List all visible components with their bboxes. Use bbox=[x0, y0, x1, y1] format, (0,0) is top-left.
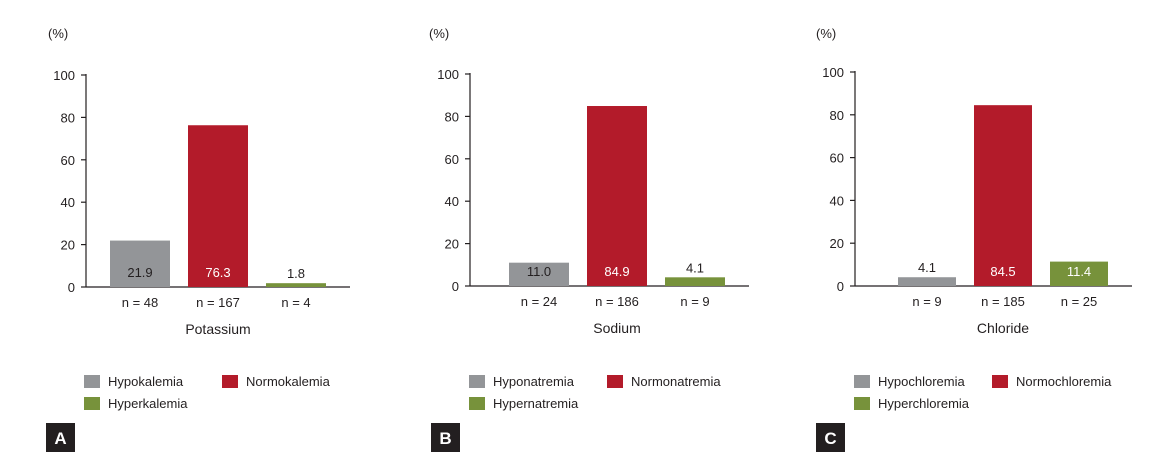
legend-swatch-3 bbox=[469, 397, 485, 410]
y-unit-label: (%) bbox=[48, 26, 68, 41]
chart-a-svg: (%) 0 20 40 60 80 100 21.9 n = 48 76.3 n = 167 1.8 n… bbox=[46, 26, 350, 452]
legend-label-2: Normokalemia bbox=[246, 374, 331, 389]
y-tick-label: 40 bbox=[830, 193, 844, 208]
y-tick-label: 100 bbox=[53, 68, 75, 83]
y-tick-label: 40 bbox=[61, 195, 75, 210]
bar-2 bbox=[188, 125, 248, 287]
category-label-3: n = 9 bbox=[680, 294, 709, 309]
panel-letter: B bbox=[439, 429, 451, 448]
legend-label-2: Normochloremia bbox=[1016, 374, 1112, 389]
legend-label-3: Hyperchloremia bbox=[878, 396, 970, 411]
category-label-3: n = 4 bbox=[281, 295, 310, 310]
legend-label-2: Normonatremia bbox=[631, 374, 721, 389]
category-label-2: n = 185 bbox=[981, 294, 1025, 309]
chart-panel-b: (%) 0 20 40 60 80 100 11.0 n = 24 84.9 n = 186 4.1 n… bbox=[385, 0, 770, 469]
legend-label-1: Hypochloremia bbox=[878, 374, 965, 389]
panel-letter-badge bbox=[46, 423, 75, 452]
chart-b-svg: (%) 0 20 40 60 80 100 11.0 n = 24 84.9 n = 186 4.1 n… bbox=[429, 26, 749, 452]
legend-label-1: Hypokalemia bbox=[108, 374, 184, 389]
panel-letter: C bbox=[824, 429, 836, 448]
legend-swatch-1 bbox=[469, 375, 485, 388]
data-label-2: 84.9 bbox=[604, 264, 629, 279]
bar-2 bbox=[974, 105, 1032, 286]
legend-swatch-2 bbox=[607, 375, 623, 388]
y-tick-label: 60 bbox=[445, 152, 459, 167]
bar-3 bbox=[665, 277, 725, 286]
bar-2 bbox=[587, 106, 647, 287]
y-tick-label: 60 bbox=[61, 153, 75, 168]
data-label-2: 76.3 bbox=[205, 265, 230, 280]
category-label-1: n = 48 bbox=[122, 295, 159, 310]
legend-label-1: Hyponatremia bbox=[493, 374, 575, 389]
legend-swatch-3 bbox=[84, 397, 100, 410]
x-axis-title: Sodium bbox=[593, 320, 640, 336]
bar-1 bbox=[110, 240, 170, 287]
y-unit-label: (%) bbox=[429, 26, 449, 41]
data-label-1: 4.1 bbox=[918, 260, 936, 275]
data-label-3: 1.8 bbox=[287, 266, 305, 281]
y-tick-label: 0 bbox=[452, 279, 459, 294]
legend-swatch-1 bbox=[854, 375, 870, 388]
category-label-3: n = 25 bbox=[1061, 294, 1098, 309]
legend-label-3: Hypernatremia bbox=[493, 396, 579, 411]
y-tick-label: 0 bbox=[68, 280, 75, 295]
y-tick-label: 80 bbox=[445, 109, 459, 124]
y-tick-label: 20 bbox=[445, 237, 459, 252]
category-label-1: n = 9 bbox=[912, 294, 941, 309]
y-tick-label: 20 bbox=[61, 238, 75, 253]
bar-1 bbox=[509, 262, 569, 286]
panel-letter: A bbox=[54, 429, 66, 448]
legend-swatch-2 bbox=[992, 375, 1008, 388]
x-axis-title: Potassium bbox=[185, 321, 250, 337]
data-label-1: 11.0 bbox=[527, 264, 551, 279]
y-tick-label: 40 bbox=[445, 194, 459, 209]
y-tick-label: 60 bbox=[830, 151, 844, 166]
panel-letter-badge bbox=[816, 423, 845, 452]
category-label-1: n = 24 bbox=[521, 294, 558, 309]
bar-3 bbox=[1050, 261, 1108, 286]
panel-letter-badge bbox=[431, 423, 460, 452]
legend-swatch-1 bbox=[84, 375, 100, 388]
y-tick-label: 80 bbox=[61, 110, 75, 125]
legend-label-3: Hyperkalemia bbox=[108, 396, 188, 411]
y-tick-label: 100 bbox=[437, 67, 459, 82]
legend-swatch-2 bbox=[222, 375, 238, 388]
data-label-1: 21.9 bbox=[127, 265, 152, 280]
x-axis-title: Chloride bbox=[977, 320, 1029, 336]
y-unit-label: (%) bbox=[816, 26, 836, 41]
y-tick-label: 20 bbox=[830, 236, 844, 251]
data-label-3: 4.1 bbox=[686, 260, 704, 275]
category-label-2: n = 186 bbox=[595, 294, 639, 309]
y-tick-label: 100 bbox=[822, 65, 844, 80]
chart-panel-a: (%) 0 20 40 60 80 100 21.9 n = 48 76.3 n = 167 1.8 n… bbox=[0, 0, 385, 469]
legend-swatch-3 bbox=[854, 397, 870, 410]
y-tick-label: 0 bbox=[837, 279, 844, 294]
category-label-2: n = 167 bbox=[196, 295, 240, 310]
data-label-2: 84.5 bbox=[990, 264, 1015, 279]
data-label-3: 11.4 bbox=[1067, 264, 1091, 279]
y-tick-label: 80 bbox=[830, 108, 844, 123]
chart-c-svg: (%) 0 20 40 60 80 100 4.1 n = 9 84.5 n = 185 11.4 n … bbox=[816, 26, 1132, 452]
chart-panel-c: (%) 0 20 40 60 80 100 4.1 n = 9 84.5 n = 185 11.4 n … bbox=[770, 0, 1155, 469]
bar-1 bbox=[898, 277, 956, 286]
bar-3 bbox=[266, 283, 326, 287]
